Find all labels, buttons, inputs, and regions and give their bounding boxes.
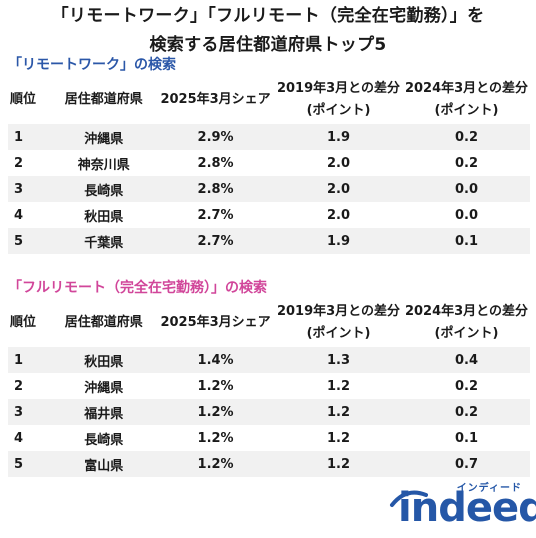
rank-cell: 5: [14, 233, 24, 249]
diff-2024-cell: 0.4: [454, 352, 479, 368]
header-diff-2019: 2019年3月との差分(ポイント): [276, 304, 401, 341]
share-cell: 2.7%: [197, 233, 234, 249]
prefecture-cell: 千葉県: [84, 235, 124, 251]
prefecture-cell: 富山県: [84, 458, 124, 474]
diff-2019-cell: 1.2: [326, 430, 351, 446]
share-cell: 2.8%: [197, 181, 234, 197]
diff-2024-cell: 0.2: [454, 404, 479, 420]
table-row: 2 沖縄県 1.2% 1.2 0.2: [8, 373, 530, 399]
diff-2019-cell: 1.9: [326, 233, 351, 249]
diff-2019-cell: 1.9: [326, 129, 351, 145]
logo-katakana: インディード: [456, 483, 522, 494]
prefecture-cell: 長崎県: [84, 432, 124, 448]
diff-2019-cell: 2.0: [326, 155, 351, 171]
prefecture-cell: 長崎県: [84, 183, 124, 199]
section1-heading: 「リモートワーク」の検索: [8, 57, 176, 73]
prefecture-cell: 福井県: [84, 406, 124, 422]
diff-2024-cell: 0.1: [454, 233, 479, 249]
diff-2024-cell: 0.2: [454, 155, 479, 171]
header-prefecture: 居住都道府県: [64, 315, 143, 330]
table-row: 1 秋田県 1.4% 1.3 0.4: [8, 347, 530, 373]
rank-cell: 2: [14, 155, 24, 171]
share-cell: 2.8%: [197, 155, 234, 171]
rank-cell: 3: [14, 181, 24, 197]
diff-2024-cell: 0.2: [454, 378, 479, 394]
table-row: 4 秋田県 2.7% 2.0 0.0: [8, 202, 530, 228]
indeed-logo: インディード indeed: [388, 479, 536, 534]
rank-cell: 3: [14, 404, 24, 420]
table-header-row: 順位 居住都道府県 2025年3月シェア 2019年3月との差分(ポイント) 2…: [8, 299, 530, 347]
header-share: 2025年3月シェア: [160, 315, 271, 330]
prefecture-cell: 沖縄県: [84, 380, 124, 396]
indeed-logo-arc-icon: [390, 490, 428, 507]
diff-2019-cell: 1.2: [326, 456, 351, 472]
full-remote-table: 順位 居住都道府県 2025年3月シェア 2019年3月との差分(ポイント) 2…: [8, 299, 530, 477]
section2-heading: 「フルリモート（完全在宅勤務）」の検索: [8, 280, 267, 296]
rank-cell: 2: [14, 378, 24, 394]
table-row: 3 福井県 1.2% 1.2 0.2: [8, 399, 530, 425]
header-diff-2024: 2024年3月との差分(ポイント): [404, 81, 529, 118]
header-rank: 順位: [10, 92, 37, 107]
table-row: 5 千葉県 2.7% 1.9 0.1: [8, 228, 530, 254]
share-cell: 1.2%: [197, 430, 234, 446]
table-row: 1 沖縄県 2.9% 1.9 0.2: [8, 124, 530, 150]
share-cell: 1.2%: [197, 404, 234, 420]
rank-cell: 1: [14, 129, 24, 145]
table-row: 2 神奈川県 2.8% 2.0 0.2: [8, 150, 530, 176]
header-diff-2024: 2024年3月との差分(ポイント): [404, 304, 529, 341]
title-line-1: 「リモートワーク」「フルリモート（完全在宅勤務）」を: [51, 6, 485, 26]
table-row: 3 長崎県 2.8% 2.0 0.0: [8, 176, 530, 202]
prefecture-cell: 沖縄県: [84, 131, 124, 147]
prefecture-cell: 神奈川県: [77, 157, 130, 173]
table-row: 4 長崎県 1.2% 1.2 0.1: [8, 425, 530, 451]
diff-2019-cell: 1.2: [326, 404, 351, 420]
table-row: 5 富山県 1.2% 1.2 0.7: [8, 451, 530, 477]
diff-2019-cell: 1.3: [326, 352, 351, 368]
share-cell: 2.7%: [197, 207, 234, 223]
share-cell: 1.2%: [197, 456, 234, 472]
diff-2019-cell: 2.0: [326, 181, 351, 197]
remote-work-table: 順位 居住都道府県 2025年3月シェア 2019年3月との差分(ポイント) 2…: [8, 76, 530, 254]
diff-2024-cell: 0.0: [454, 207, 479, 223]
diff-2019-cell: 2.0: [326, 207, 351, 223]
diff-2024-cell: 0.1: [454, 430, 479, 446]
rank-cell: 4: [14, 207, 24, 223]
header-diff-2019: 2019年3月との差分(ポイント): [276, 81, 401, 118]
rank-cell: 1: [14, 352, 24, 368]
prefecture-cell: 秋田県: [84, 354, 124, 370]
prefecture-cell: 秋田県: [84, 209, 124, 225]
share-cell: 1.4%: [197, 352, 234, 368]
table-header-row: 順位 居住都道府県 2025年3月シェア 2019年3月との差分(ポイント) 2…: [8, 76, 530, 124]
title-line-2: 検索する居住都道府県トップ5: [149, 35, 387, 55]
rank-cell: 5: [14, 456, 24, 472]
logo-wordmark: indeed: [398, 485, 536, 531]
page-title: 「リモートワーク」「フルリモート（完全在宅勤務）」を 検索する居住都道府県トップ…: [0, 2, 536, 60]
share-cell: 1.2%: [197, 378, 234, 394]
header-rank: 順位: [10, 315, 37, 330]
header-prefecture: 居住都道府県: [64, 92, 143, 107]
rank-cell: 4: [14, 430, 24, 446]
header-share: 2025年3月シェア: [160, 92, 271, 107]
diff-2019-cell: 1.2: [326, 378, 351, 394]
diff-2024-cell: 0.0: [454, 181, 479, 197]
diff-2024-cell: 0.7: [454, 456, 479, 472]
diff-2024-cell: 0.2: [454, 129, 479, 145]
share-cell: 2.9%: [197, 129, 234, 145]
